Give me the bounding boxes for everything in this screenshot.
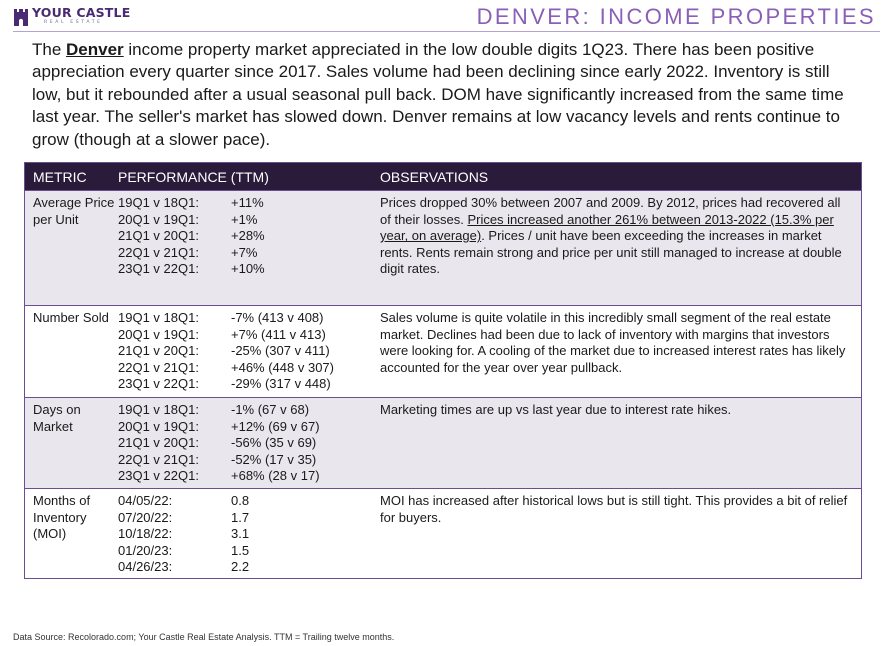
- metric-cell: Average Price per Unit: [33, 195, 115, 227]
- performance-line: 22Q1 v 21Q1: -52% (17 v 35): [118, 452, 380, 469]
- performance-line: 22Q1 v 21Q1: +46% (448 v 307): [118, 360, 380, 377]
- period-label: 04/26/23:: [118, 559, 173, 575]
- period-label: 22Q1 v 21Q1:: [118, 359, 199, 375]
- performance-line: 20Q1 v 19Q1: +1%: [118, 212, 380, 229]
- metric-cell: Number Sold: [33, 310, 109, 325]
- performance-line: 21Q1 v 20Q1: -56% (35 v 69): [118, 435, 380, 452]
- metrics-table: METRIC PERFORMANCE (TTM) OBSERVATIONS Av…: [24, 162, 862, 579]
- performance-line: 19Q1 v 18Q1: -1% (67 v 68): [118, 402, 380, 419]
- table-header: METRIC PERFORMANCE (TTM) OBSERVATIONS: [25, 163, 861, 190]
- period-label: 20Q1 v 19Q1:: [118, 326, 199, 342]
- period-value: +28%: [231, 228, 265, 244]
- period-label: 20Q1 v 19Q1:: [118, 211, 199, 227]
- period-label: 19Q1 v 18Q1:: [118, 195, 199, 210]
- observation-highlight: Prices increased another 261% between 20…: [380, 211, 834, 244]
- metric-cell: Months of Inventory (MOI): [33, 493, 91, 542]
- performance-line: 19Q1 v 18Q1: +11%: [118, 195, 380, 212]
- period-value: 2.2: [231, 559, 250, 575]
- observation-text: . Prices / unit have been exceeding the …: [380, 228, 842, 277]
- performance-cell: 19Q1 v 18Q1: -1% (67 v 68) 20Q1 v 19Q1: +1…: [118, 398, 380, 488]
- castle-icon: [14, 9, 28, 26]
- performance-line: 21Q1 v 20Q1: +28%: [118, 228, 380, 245]
- performance-line: 23Q1 v 22Q1: +68% (28 v 17): [118, 468, 380, 485]
- period-label: 20Q1 v 19Q1:: [118, 418, 199, 434]
- table-row: Average Price per Unit 19Q1 v 18Q1: +11% …: [25, 190, 861, 305]
- period-value: +7%: [231, 244, 258, 260]
- metric-cell: Days on Market: [33, 402, 81, 434]
- performance-line: 23Q1 v 22Q1: -29% (317 v 448): [118, 376, 380, 393]
- period-value: +1%: [231, 211, 258, 227]
- observation-cell: MOI has increased after historical lows …: [380, 493, 848, 525]
- period-label: 07/20/22:: [118, 509, 173, 525]
- intro-body: income property market appreciated in th…: [32, 40, 844, 149]
- observation-cell: Marketing times are up vs last year due …: [380, 402, 732, 417]
- period-value: -52% (17 v 35): [231, 451, 317, 467]
- period-label: 10/18/22:: [118, 526, 173, 542]
- logo-subtitle: REAL ESTATE: [44, 19, 103, 25]
- period-value: +46% (448 v 307): [231, 359, 334, 375]
- period-label: 22Q1 v 21Q1:: [118, 244, 199, 260]
- performance-cell: 04/05/22: 0.8 07/20/22: 1.7 10/18/22: 3.1 0…: [118, 489, 380, 578]
- header-observations: OBSERVATIONS: [380, 168, 489, 185]
- performance-cell: 19Q1 v 18Q1: -7% (413 v 408) 20Q1 v 19Q1:…: [118, 306, 380, 397]
- performance-line: 01/20/23: 1.5: [118, 543, 380, 560]
- period-value: 3.1: [231, 526, 250, 542]
- observation-cell: Sales volume is quite volatile in this i…: [380, 310, 846, 375]
- intro-city: Denver: [66, 40, 124, 59]
- performance-line: 04/05/22: 0.8: [118, 493, 380, 510]
- period-value: -7% (413 v 408): [231, 310, 324, 325]
- performance-cell: 19Q1 v 18Q1: +11% 20Q1 v 19Q1: +1% 21Q1 v …: [118, 191, 380, 305]
- period-value: 1.7: [231, 509, 250, 525]
- header-performance: PERFORMANCE (TTM): [118, 168, 269, 185]
- performance-line: 10/18/22: 3.1: [118, 526, 380, 543]
- performance-line: 22Q1 v 21Q1: +7%: [118, 245, 380, 262]
- period-value: +12% (69 v 67): [231, 418, 320, 434]
- period-value: +10%: [231, 261, 265, 277]
- table-row: Days on Market 19Q1 v 18Q1: -1% (67 v 68)…: [25, 397, 861, 488]
- performance-line: 23Q1 v 22Q1: +10%: [118, 261, 380, 278]
- observation-text: Prices dropped 30% between 2007 and 2009…: [380, 195, 841, 227]
- period-label: 01/20/23:: [118, 542, 173, 558]
- period-label: 21Q1 v 20Q1:: [118, 228, 199, 244]
- intro-paragraph: The Denver income property market apprec…: [32, 39, 862, 151]
- period-value: +7% (411 v 413): [231, 326, 326, 342]
- period-label: 04/05/22:: [118, 493, 173, 508]
- brand-logo: YOUR CASTLE REAL ESTATE: [13, 5, 131, 29]
- data-source-footnote: Data Source: Recolorado.com; Your Castle…: [13, 632, 395, 642]
- period-value: -25% (307 v 411): [231, 343, 330, 359]
- table-row: Months of Inventory (MOI) 04/05/22: 0.8 0…: [25, 488, 861, 578]
- observation-cell: Prices dropped 30% between 2007 and 2009…: [380, 191, 861, 305]
- period-label: 23Q1 v 22Q1:: [118, 376, 199, 392]
- title-divider: [13, 31, 880, 32]
- header-metric: METRIC: [33, 168, 87, 185]
- period-label: 21Q1 v 20Q1:: [118, 435, 199, 451]
- table-row: Number Sold 19Q1 v 18Q1: -7% (413 v 408) …: [25, 305, 861, 397]
- period-value: 0.8: [231, 493, 250, 508]
- period-value: 1.5: [231, 542, 250, 558]
- performance-line: 20Q1 v 19Q1: +7% (411 v 413): [118, 327, 380, 344]
- period-label: 21Q1 v 20Q1:: [118, 343, 199, 359]
- period-value: -29% (317 v 448): [231, 376, 331, 392]
- page-title: DENVER: INCOME PROPERTIES: [476, 4, 876, 29]
- period-value: -56% (35 v 69): [231, 435, 317, 451]
- performance-line: 19Q1 v 18Q1: -7% (413 v 408): [118, 310, 380, 327]
- period-value: +11%: [231, 195, 264, 210]
- intro-pre: The: [32, 40, 67, 59]
- performance-line: 20Q1 v 19Q1: +12% (69 v 67): [118, 419, 380, 436]
- period-label: 23Q1 v 22Q1:: [118, 261, 199, 277]
- period-value: -1% (67 v 68): [231, 402, 310, 417]
- period-value: +68% (28 v 17): [231, 468, 320, 484]
- logo-name: YOUR CASTLE: [32, 5, 131, 20]
- performance-line: 21Q1 v 20Q1: -25% (307 v 411): [118, 343, 380, 360]
- period-label: 19Q1 v 18Q1:: [118, 402, 199, 417]
- period-label: 19Q1 v 18Q1:: [118, 310, 199, 325]
- performance-line: 04/26/23: 2.2: [118, 559, 380, 576]
- period-label: 23Q1 v 22Q1:: [118, 468, 199, 484]
- period-label: 22Q1 v 21Q1:: [118, 451, 199, 467]
- performance-line: 07/20/22: 1.7: [118, 510, 380, 527]
